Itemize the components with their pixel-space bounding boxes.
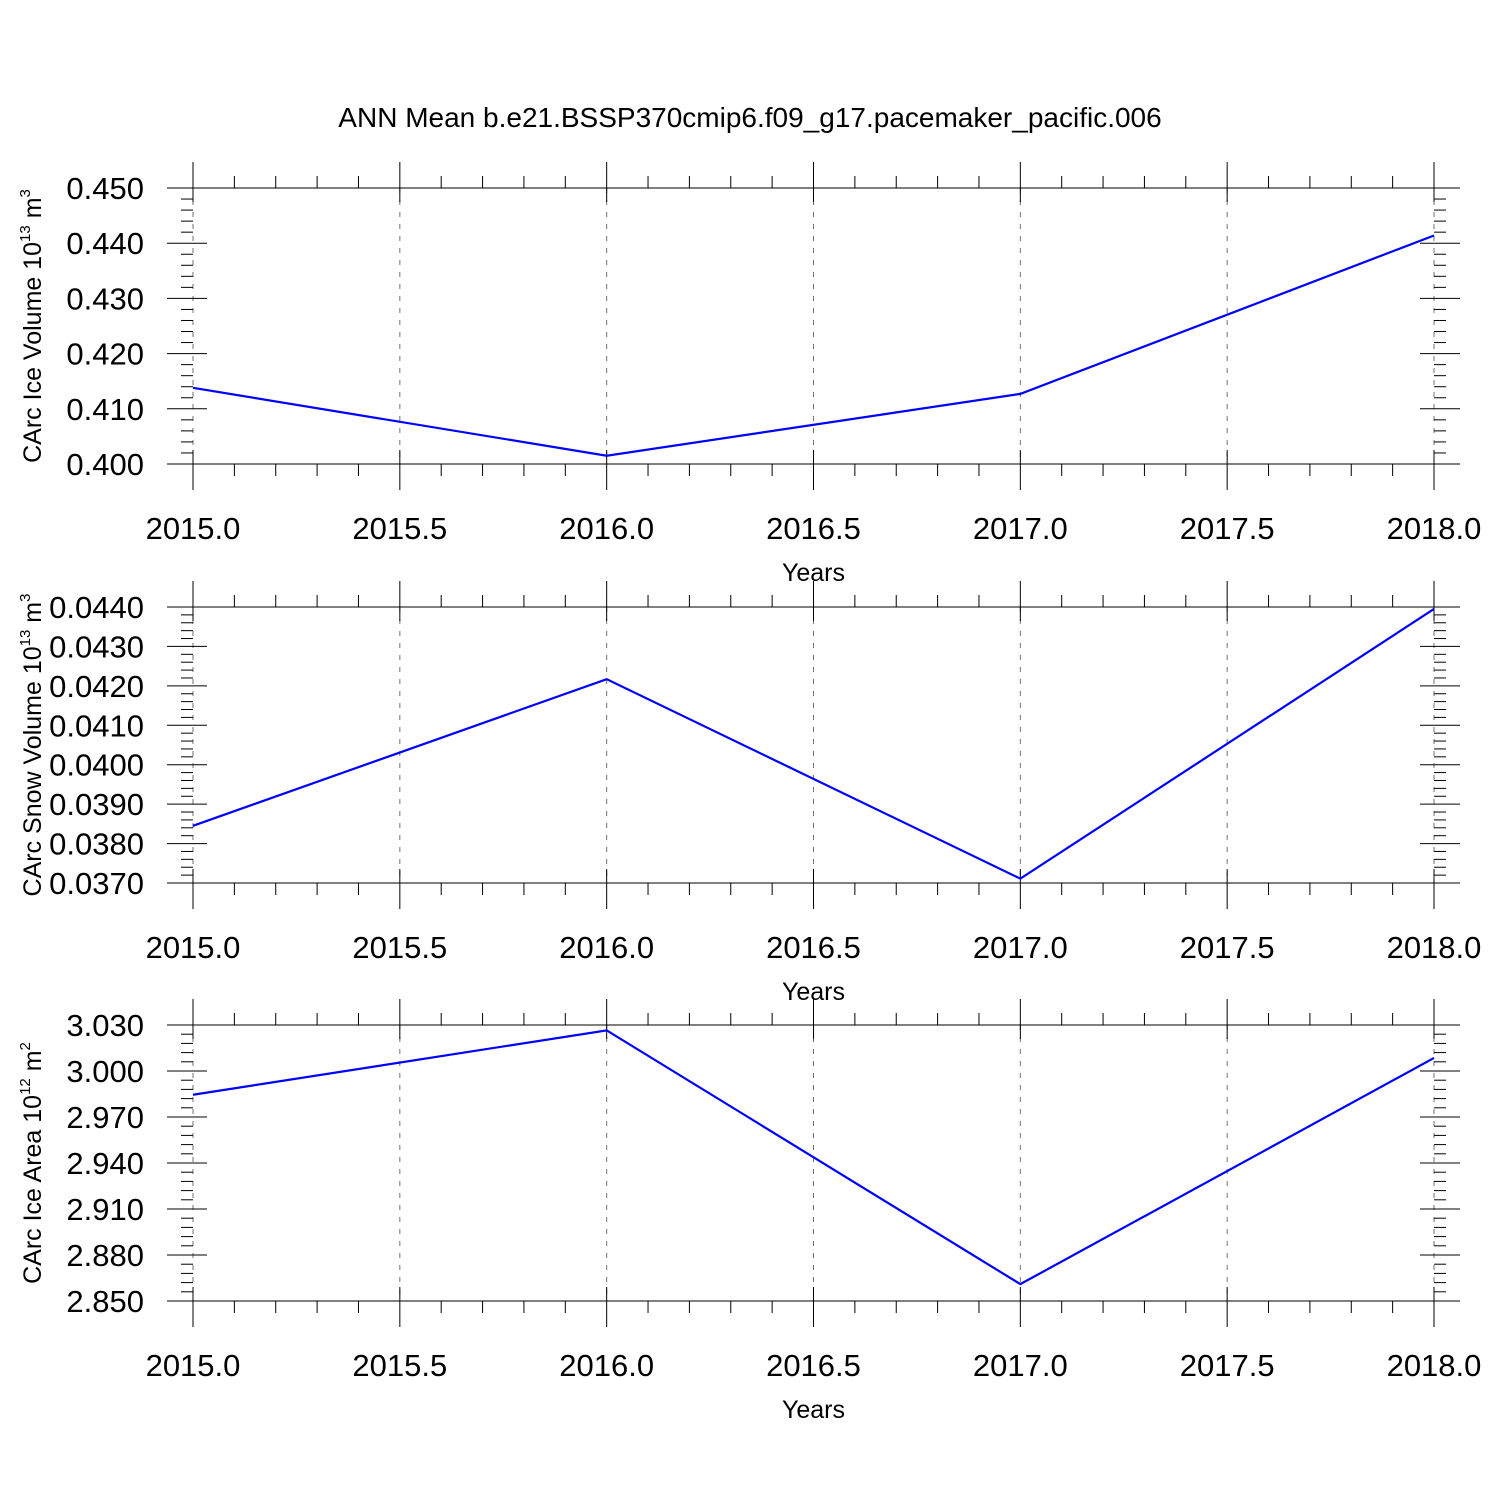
y-axis-label: CArc Ice Area 1012 m2: [17, 1042, 47, 1284]
x-tick-label: 2017.0: [973, 511, 1068, 546]
chart-panel-3: 2.850 2.880 2.910 2.940 2.970 3.000 3.030 2015.…: [17, 999, 1481, 1424]
y-tick-label: 0.400: [66, 447, 144, 482]
x-tick-label: 2016.0: [559, 511, 654, 546]
chart-panel-1: 0.400 0.410 0.420 0.430 0.440 0.450 2015.0 2015…: [17, 162, 1481, 587]
x-tick-label: 2017.5: [1180, 511, 1275, 546]
x-tick-label: 2015.5: [352, 930, 447, 965]
x-tick-label: 2016.5: [766, 1348, 861, 1383]
x-tick-label: 2015.5: [352, 1348, 447, 1383]
x-tick-label: 2017.5: [1180, 1348, 1275, 1383]
x-tick-label: 2018.0: [1387, 1348, 1482, 1383]
y-tick-label: 2.940: [66, 1146, 144, 1181]
y-tick-label: 2.910: [66, 1192, 144, 1227]
y-tick-label: 3.000: [66, 1054, 144, 1089]
y-tick-label: 0.440: [66, 226, 144, 261]
y-tick-label: 0.0390: [49, 787, 144, 822]
y-tick-label: 0.0400: [49, 748, 144, 783]
x-tick-label: 2016.0: [559, 930, 654, 965]
chart-panel-2: 0.0370 0.0380 0.0390 0.0400 0.0410 0.0420 0.04…: [17, 581, 1481, 1006]
chart-title: ANN Mean b.e21.BSSP370cmip6.f09_g17.pace…: [338, 102, 1161, 133]
y-axis-label: CArc Ice Volume 1013 m3: [17, 189, 47, 463]
y-tick-label: 2.850: [66, 1284, 144, 1319]
y-tick-label: 0.0380: [49, 827, 144, 862]
y-tick-label: 2.880: [66, 1238, 144, 1273]
y-axis-label: CArc Snow Volume 1013 m3: [17, 594, 47, 897]
x-tick-label: 2017.5: [1180, 930, 1275, 965]
y-tick-label: 0.0420: [49, 669, 144, 704]
x-tick-label: 2015.5: [352, 511, 447, 546]
x-tick-label: 2016.5: [766, 511, 861, 546]
series-line: [192, 234, 1435, 457]
y-tick-label: 0.420: [66, 337, 144, 372]
y-tick-label: 0.450: [66, 171, 144, 206]
x-tick-label: 2016.0: [559, 1348, 654, 1383]
x-axis-label: Years: [782, 1396, 845, 1424]
series-line: [192, 1029, 1435, 1286]
y-tick-label: 0.0410: [49, 708, 144, 743]
y-tick-label: 0.430: [66, 281, 144, 316]
x-tick-label: 2015.0: [146, 511, 241, 546]
x-tick-label: 2016.5: [766, 930, 861, 965]
x-tick-label: 2018.0: [1387, 930, 1482, 965]
y-tick-label: 3.030: [66, 1008, 144, 1043]
x-tick-label: 2017.0: [973, 1348, 1068, 1383]
x-tick-label: 2015.0: [146, 1348, 241, 1383]
x-tick-label: 2015.0: [146, 930, 241, 965]
y-tick-label: 0.0430: [49, 629, 144, 664]
x-tick-label: 2018.0: [1387, 511, 1482, 546]
y-tick-label: 0.410: [66, 392, 144, 427]
x-tick-label: 2017.0: [973, 930, 1068, 965]
y-tick-label: 0.0370: [49, 866, 144, 901]
series-line: [192, 608, 1435, 880]
y-tick-label: 0.0440: [49, 590, 144, 625]
y-tick-label: 2.970: [66, 1100, 144, 1135]
